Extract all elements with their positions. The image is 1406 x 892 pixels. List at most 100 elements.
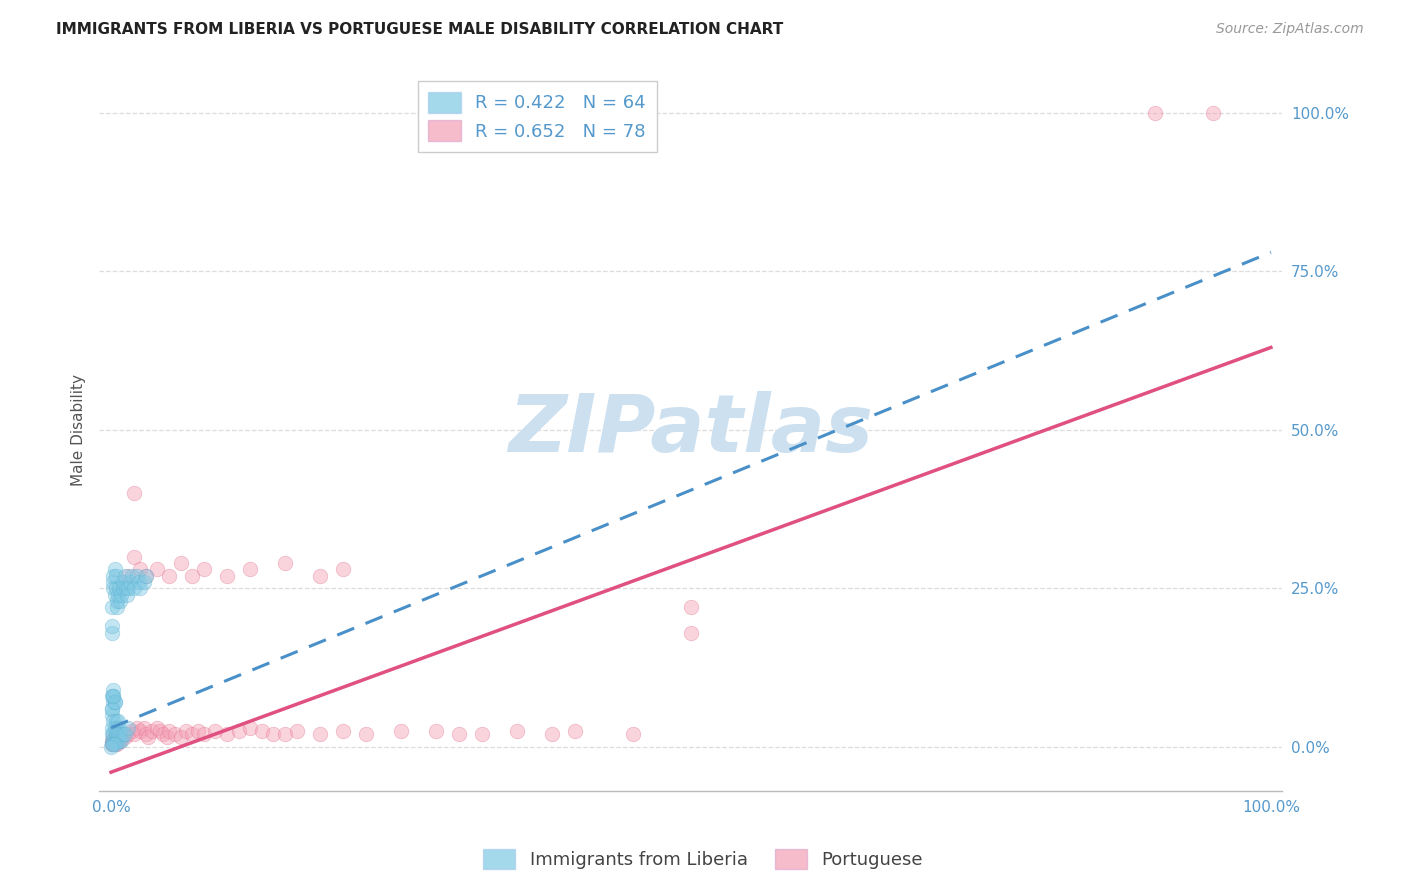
Point <box>103 731 125 745</box>
Point <box>104 727 127 741</box>
Point <box>129 562 152 576</box>
Point <box>108 582 131 596</box>
Point <box>152 727 174 741</box>
Point <box>239 562 262 576</box>
Point <box>103 696 125 710</box>
Point <box>506 724 529 739</box>
Point <box>117 568 139 582</box>
Point <box>114 731 136 745</box>
Text: IMMIGRANTS FROM LIBERIA VS PORTUGUESE MALE DISABILITY CORRELATION CHART: IMMIGRANTS FROM LIBERIA VS PORTUGUESE MA… <box>56 22 783 37</box>
Point <box>129 724 152 739</box>
Point <box>118 574 141 589</box>
Point <box>101 689 124 703</box>
Text: ZIPatlas: ZIPatlas <box>509 391 873 469</box>
Point <box>101 737 124 751</box>
Point <box>103 733 125 747</box>
Point <box>103 568 125 582</box>
Point <box>621 727 644 741</box>
Point <box>115 582 138 596</box>
Point <box>110 594 132 608</box>
Text: Source: ZipAtlas.com: Source: ZipAtlas.com <box>1216 22 1364 37</box>
Point <box>107 714 129 729</box>
Point <box>101 702 124 716</box>
Point <box>204 724 226 739</box>
Point <box>564 724 586 739</box>
Point <box>103 737 125 751</box>
Point <box>110 733 132 747</box>
Point <box>274 556 297 570</box>
Point <box>308 568 330 582</box>
Point <box>108 733 131 747</box>
Point <box>146 721 169 735</box>
Point <box>157 724 180 739</box>
Point <box>157 568 180 582</box>
Point <box>193 562 215 576</box>
Point <box>121 568 143 582</box>
Point <box>122 727 145 741</box>
Point <box>107 727 129 741</box>
Point <box>332 562 354 576</box>
Point <box>540 727 562 741</box>
Point <box>103 714 125 729</box>
Point <box>128 574 150 589</box>
Point <box>100 739 122 754</box>
Point <box>103 733 125 747</box>
Point <box>105 733 128 747</box>
Point <box>332 724 354 739</box>
Point <box>1202 106 1225 120</box>
Point <box>215 727 238 741</box>
Point <box>101 721 124 735</box>
Point <box>176 724 198 739</box>
Point <box>425 724 447 739</box>
Point <box>135 568 157 582</box>
Point <box>114 568 136 582</box>
Point <box>103 737 125 751</box>
Point <box>125 721 148 735</box>
Point <box>679 625 702 640</box>
Point <box>103 562 125 576</box>
Point <box>105 733 128 747</box>
Point <box>274 727 297 741</box>
Point <box>215 568 238 582</box>
Point <box>285 724 308 739</box>
Point <box>122 486 145 500</box>
Point <box>111 727 134 741</box>
Point <box>107 588 129 602</box>
Point <box>121 724 143 739</box>
Point <box>122 582 145 596</box>
Point <box>104 568 127 582</box>
Point <box>103 696 125 710</box>
Point <box>389 724 412 739</box>
Point <box>135 568 157 582</box>
Point <box>129 582 152 596</box>
Point <box>103 737 125 751</box>
Point <box>101 625 124 640</box>
Point <box>132 574 155 589</box>
Point <box>149 724 172 739</box>
Point <box>110 727 132 741</box>
Point <box>103 721 125 735</box>
Point <box>111 574 134 589</box>
Point <box>193 727 215 741</box>
Point <box>110 588 132 602</box>
Point <box>104 714 127 729</box>
Point <box>125 568 148 582</box>
Point <box>105 721 128 735</box>
Point <box>187 724 209 739</box>
Y-axis label: Male Disability: Male Disability <box>72 374 86 486</box>
Point <box>447 727 470 741</box>
Point <box>679 600 702 615</box>
Point <box>169 731 191 745</box>
Point <box>228 724 250 739</box>
Point <box>114 727 136 741</box>
Point <box>105 731 128 745</box>
Point <box>136 731 159 745</box>
Point <box>101 600 124 615</box>
Point <box>101 702 124 716</box>
Point <box>262 727 284 741</box>
Point <box>156 731 179 745</box>
Point <box>103 588 125 602</box>
Point <box>101 733 124 747</box>
Point <box>101 737 124 751</box>
Point <box>181 568 204 582</box>
